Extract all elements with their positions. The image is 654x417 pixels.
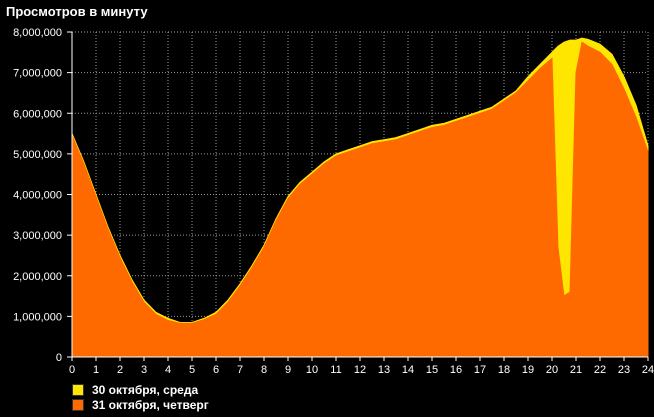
x-tick-label-23: 23 <box>618 364 630 376</box>
x-tick-label-0: 0 <box>69 364 75 376</box>
x-tick-label-15: 15 <box>426 364 438 376</box>
legend-label-series-2: 31 октября, четверг <box>92 397 209 412</box>
x-tick-label-11: 11 <box>330 364 341 376</box>
y-tick-label-3: 3,000,000 <box>13 230 62 242</box>
legend-item-series-2: 31 октября, четверг <box>72 397 209 412</box>
series-area-2 <box>71 41 649 358</box>
y-tick-labels: 0 1,000,000 2,000,000 3,000,000 4,000,000 5,0… <box>13 27 62 364</box>
y-tick-label-4: 4,000,000 <box>13 190 62 202</box>
x-tick-label-5: 5 <box>189 364 195 376</box>
x-tick-label-2: 2 <box>117 364 123 376</box>
x-tick-label-12: 12 <box>354 364 366 376</box>
axes <box>67 31 649 361</box>
area-chart: 0 1,000,000 2,000,000 3,000,000 4,000,000 5,0… <box>13 27 654 376</box>
y-tick-label-7: 7,000,000 <box>13 68 62 80</box>
chart-title: Просмотров в минуту <box>6 4 148 19</box>
y-tick-label-1: 1,000,000 <box>13 311 62 323</box>
x-tick-label-24: 24 <box>642 364 654 376</box>
x-tick-label-1: 1 <box>93 364 99 376</box>
x-tick-label-17: 17 <box>474 364 486 376</box>
x-tick-label-20: 20 <box>546 364 558 376</box>
x-tick-label-21: 21 <box>570 364 582 376</box>
x-tick-label-19: 19 <box>522 364 534 376</box>
x-tick-label-3: 3 <box>141 364 147 376</box>
x-tick-label-10: 10 <box>306 364 318 376</box>
y-tick-label-0: 0 <box>56 352 62 364</box>
y-tick-label-6: 6,000,000 <box>13 108 62 120</box>
x-tick-label-9: 9 <box>285 364 291 376</box>
x-tick-label-16: 16 <box>450 364 462 376</box>
x-tick-labels: 0 1 2 3 4 5 6 7 8 9 10 11 12 13 14 15 16 17 18 19 20 21 22 23 24 <box>69 364 654 376</box>
legend-swatch-series-2 <box>72 398 84 411</box>
y-tick-label-2: 2,000,000 <box>13 271 62 283</box>
x-tick-label-18: 18 <box>498 364 510 376</box>
series-areas <box>71 37 649 358</box>
x-tick-label-4: 4 <box>165 364 171 376</box>
legend: 30 октября, среда 31 октября, четверг <box>72 382 209 412</box>
x-tick-label-8: 8 <box>261 364 267 376</box>
y-tick-label-8: 8,000,000 <box>13 27 62 39</box>
legend-item-series-1: 30 октября, среда <box>72 382 209 397</box>
legend-label-series-1: 30 октября, среда <box>92 382 199 397</box>
x-tick-label-7: 7 <box>237 364 243 376</box>
x-tick-label-14: 14 <box>402 364 414 376</box>
legend-swatch-series-1 <box>72 383 84 396</box>
x-tick-label-13: 13 <box>378 364 390 376</box>
x-tick-label-6: 6 <box>213 364 219 376</box>
x-tick-label-22: 22 <box>594 364 606 376</box>
y-tick-label-5: 5,000,000 <box>13 149 62 161</box>
